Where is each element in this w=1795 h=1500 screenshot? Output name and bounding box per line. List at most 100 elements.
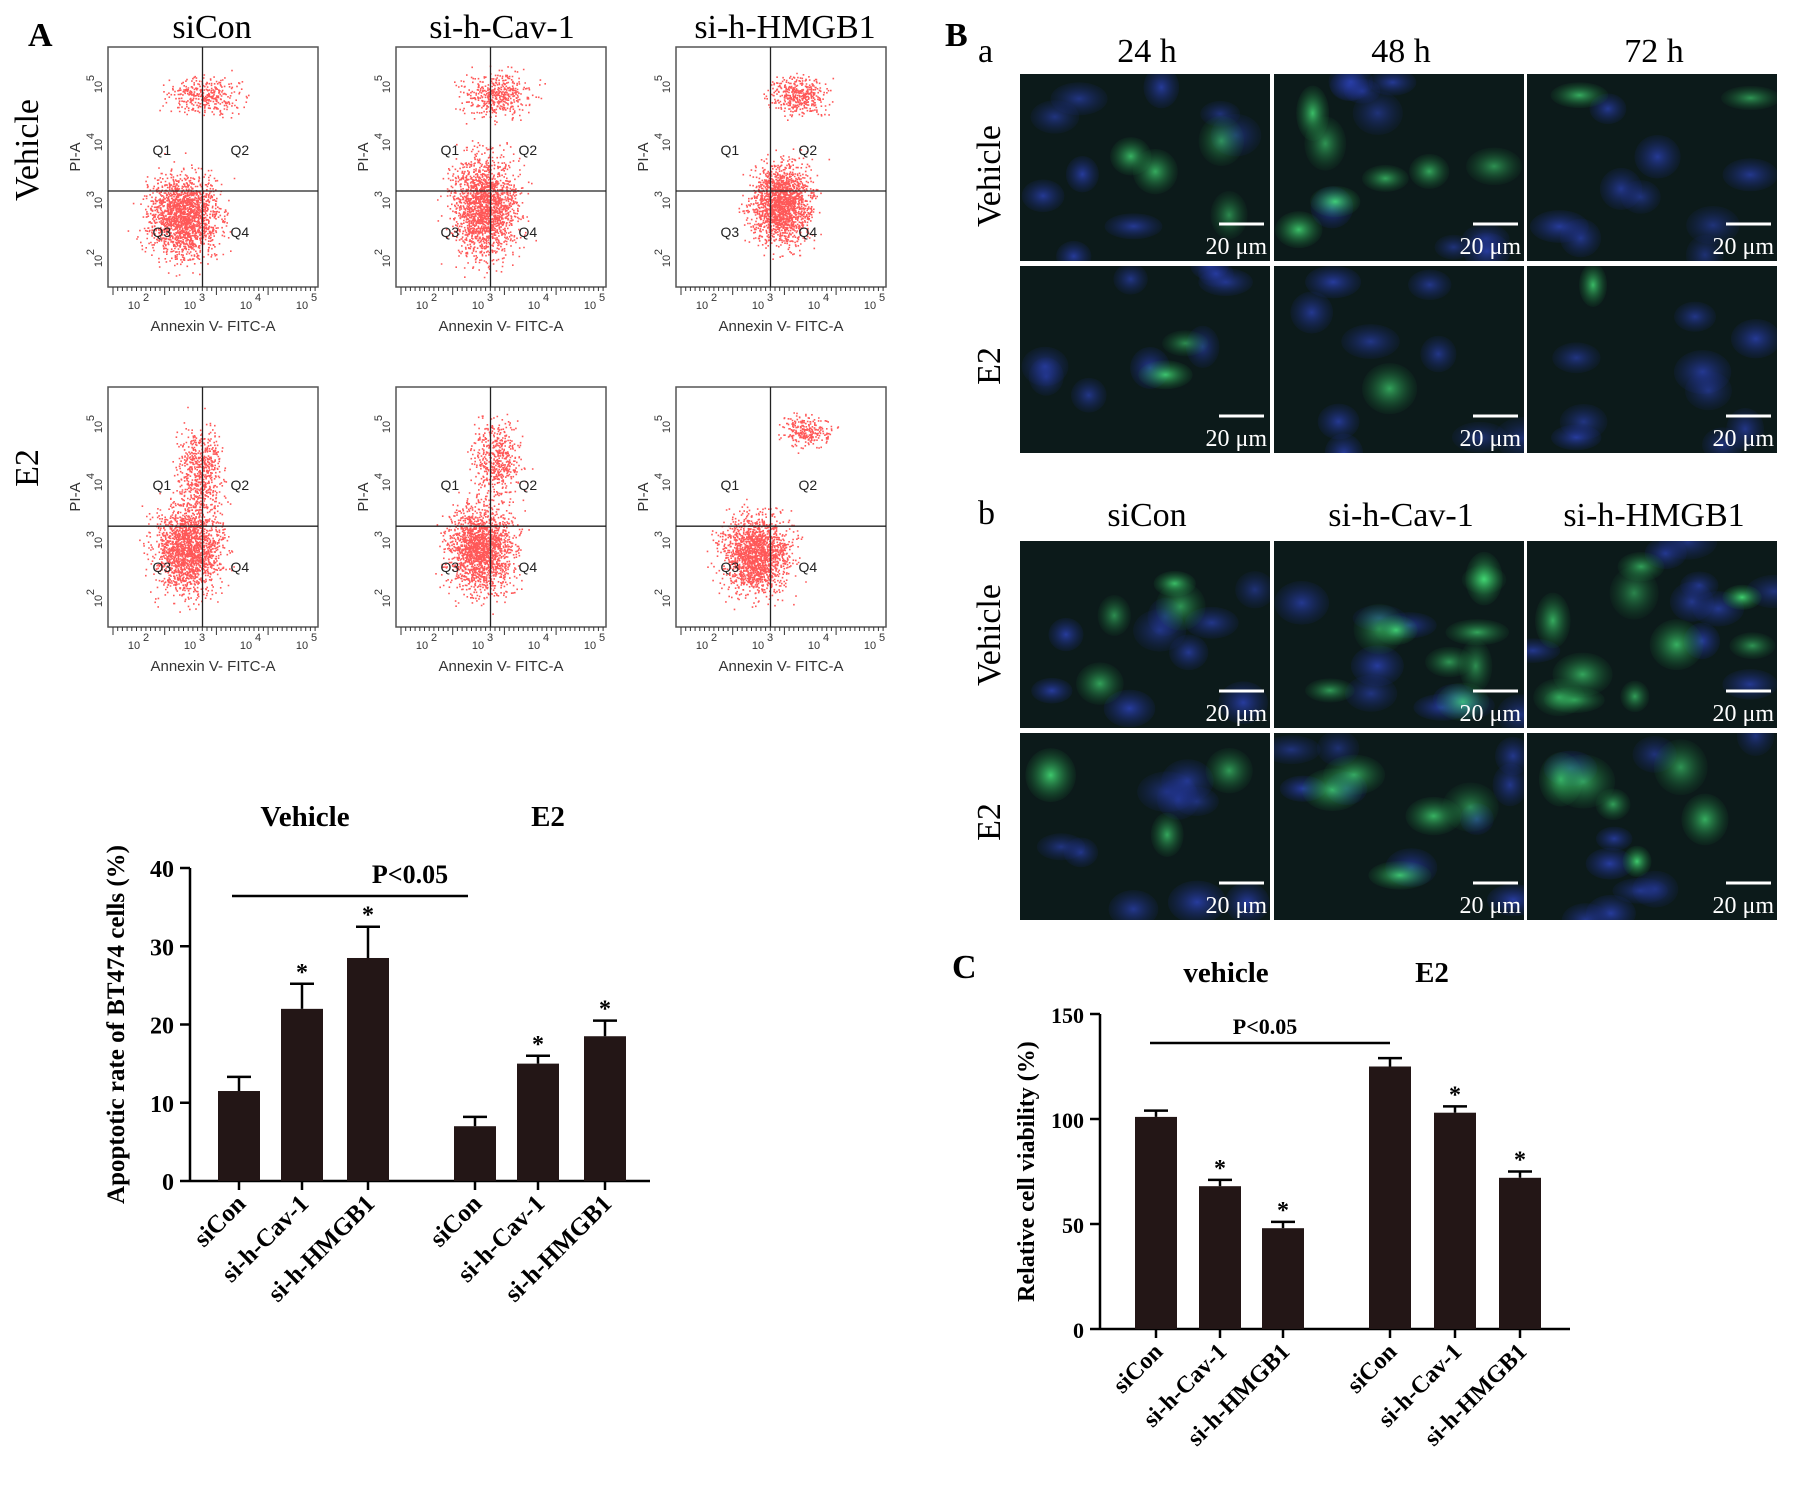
y-tick-exponent: 3 — [373, 191, 385, 197]
nucleus — [1021, 179, 1065, 213]
y-tick-exponent: 5 — [373, 415, 385, 421]
fluorescent-cell — [1681, 793, 1729, 846]
fluorescent-cell — [1275, 211, 1323, 249]
x-tick-exponent: 4 — [823, 292, 829, 304]
y-axis-label: PI-A — [355, 482, 372, 511]
micro-row-title: E2 — [971, 803, 1008, 841]
x-tick-label: 10 — [528, 640, 540, 652]
x-tick-marks — [112, 627, 316, 635]
x-tick-label: 10 — [128, 640, 140, 652]
nucleus — [1529, 210, 1589, 243]
nucleus — [1634, 135, 1681, 179]
fluorescent-cell — [1578, 265, 1608, 307]
x-axis-label: Annexin V- FITC-A — [718, 658, 843, 675]
y-tick-label: 10 — [381, 595, 393, 607]
y-tick-label: 10 — [93, 81, 105, 93]
x-tick-label: 10 — [752, 300, 764, 312]
nucleus — [1167, 880, 1227, 921]
significance-marker: * — [532, 1032, 544, 1058]
fluorescent-cell — [1076, 662, 1124, 705]
x-tick-label: 10 — [528, 300, 540, 312]
micrograph: 20 μm — [1018, 72, 1272, 263]
fluorescent-cell — [1442, 782, 1499, 832]
x-tick-marks — [680, 287, 884, 295]
micrograph-border — [1525, 539, 1779, 730]
x-axis-label: Annexin V- FITC-A — [438, 658, 563, 675]
y-tick-exponent: 4 — [373, 133, 385, 139]
micrograph-content — [1529, 82, 1778, 262]
y-tick-label: 10 — [381, 81, 393, 93]
bar — [517, 1063, 559, 1181]
nucleus — [1048, 617, 1084, 652]
flow-dots — [738, 72, 835, 260]
microscopy-grid-timecourse: 24 h 48 h 72 h Vehicle E2 20 μm 20 μm 20 μm 20 μ… — [971, 33, 1779, 455]
y-tick-label: 0 — [1073, 1318, 1084, 1343]
x-tick-exponent: 4 — [543, 632, 549, 644]
flow-plot-frame — [107, 46, 319, 288]
x-tick-label: 10 — [416, 300, 428, 312]
y-tick-label: 10 — [661, 479, 673, 491]
x-tick-exponent: 4 — [823, 632, 829, 644]
comparison-label: P<0.05 — [1233, 1014, 1297, 1039]
x-tick-label: 10 — [296, 640, 308, 652]
fluorescent-cell — [1097, 594, 1132, 636]
micro-row-title: E2 — [971, 347, 1008, 385]
quadrant-label: Q4 — [231, 224, 250, 240]
y-axis-title: Apoptotic rate of BT474 cells (%) — [103, 845, 130, 1204]
fluorescent-cell — [1304, 116, 1347, 171]
panel-label-a: A — [28, 17, 53, 54]
nucleus — [1063, 837, 1099, 868]
apoptosis-bar-chart: 0 10 20 30 40 Apoptotic rate of BT474 cells (… — [103, 801, 650, 1307]
micrograph: 20 μm — [1525, 72, 1779, 263]
panel-label-b: B — [945, 17, 968, 54]
quadrant-label: Q1 — [721, 477, 740, 493]
nucleus — [1674, 301, 1717, 332]
y-tick-exponent: 3 — [85, 531, 97, 537]
x-tick-exponent: 3 — [767, 632, 773, 644]
scale-bar-label: 20 μm — [1459, 426, 1521, 452]
fluorescent-cell — [1620, 680, 1650, 713]
fluorescent-cell — [1132, 148, 1178, 195]
micrograph-content — [1275, 73, 1523, 262]
category-label: siCon — [1342, 1339, 1402, 1399]
nucleus — [1585, 847, 1634, 880]
y-tick-label: 10 — [661, 595, 673, 607]
bar — [1135, 1116, 1177, 1329]
x-axis-label: Annexin V- FITC-A — [150, 318, 275, 335]
x-tick-label: 10 — [184, 300, 196, 312]
scale-bar-label: 20 μm — [1205, 426, 1267, 452]
quadrant-label: Q2 — [799, 142, 818, 158]
group-label: Vehicle — [260, 801, 349, 833]
quadrant-label: Q2 — [231, 477, 250, 493]
y-tick-label: 10 — [661, 537, 673, 549]
bar — [584, 1036, 626, 1181]
micro-column-title: 48 h — [1371, 33, 1431, 70]
y-tick-exponent: 4 — [85, 473, 97, 479]
flow-plot-frame — [107, 386, 319, 628]
x-tick-exponent: 2 — [431, 292, 437, 304]
nucleus — [1420, 335, 1457, 373]
fluorescent-cell — [1461, 565, 1507, 594]
scale-bar-label: 20 μm — [1712, 893, 1774, 919]
y-tick-exponent: 3 — [373, 531, 385, 537]
micrograph: 20 μm — [1272, 731, 1526, 922]
x-tick-label: 10 — [240, 640, 252, 652]
x-tick-label: 10 — [184, 640, 196, 652]
x-tick-label: 10 — [472, 640, 484, 652]
bar — [218, 1091, 260, 1181]
x-tick-exponent: 5 — [879, 292, 885, 304]
x-tick-marks — [400, 627, 604, 635]
y-tick-exponent: 3 — [653, 191, 665, 197]
scale-bar-label: 20 μm — [1712, 701, 1774, 727]
quadrant-label: Q1 — [441, 477, 460, 493]
bar — [1199, 1186, 1241, 1329]
nucleus — [1552, 342, 1601, 374]
y-axis-label: PI-A — [635, 482, 652, 511]
micrograph-content — [1021, 265, 1253, 413]
